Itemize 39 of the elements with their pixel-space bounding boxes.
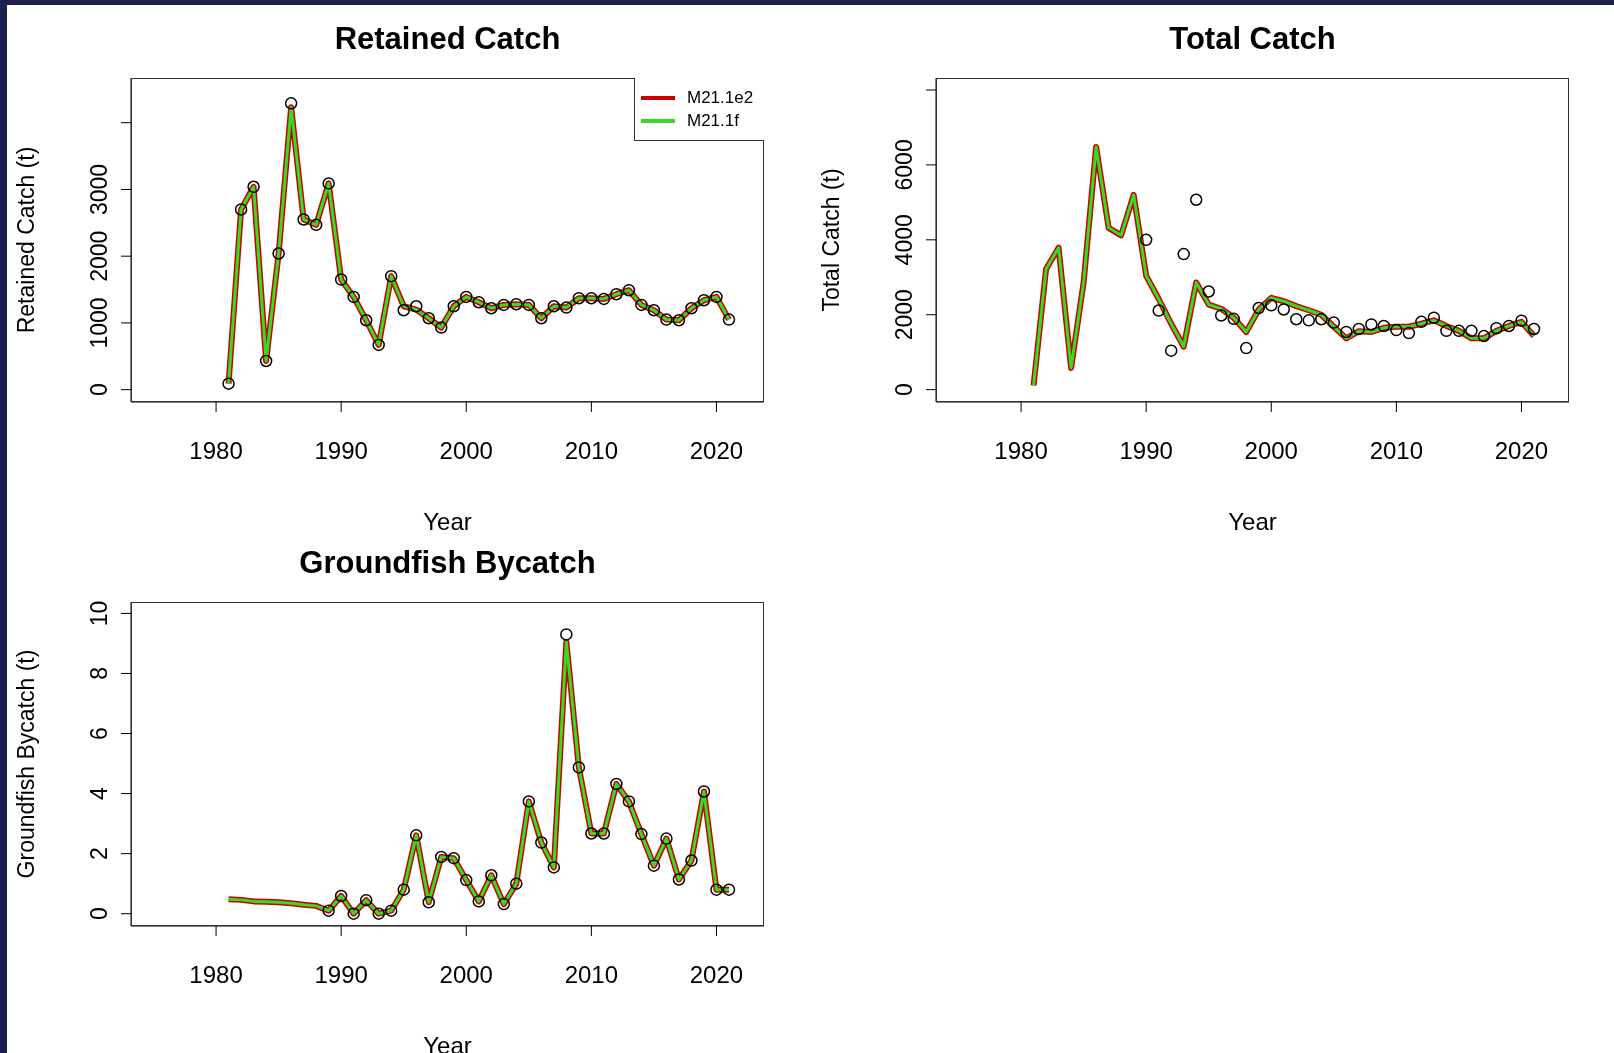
y-tick-label: 2000 (891, 289, 917, 341)
chart-title: Total Catch (1168, 20, 1337, 58)
x-tick-label: 2000 (1244, 437, 1298, 465)
legend-label: M21.1e2 (687, 87, 754, 108)
x-tick-label: 1980 (994, 437, 1048, 465)
y-tick-label: 8 (86, 667, 112, 680)
x-tick-label: 2020 (689, 437, 744, 465)
x-tick-label: 2000 (439, 961, 493, 989)
y-tick-label: 4000 (891, 214, 917, 266)
y-tick-label: 10 (86, 600, 112, 627)
y-tick-label: 1000 (86, 297, 112, 349)
x-axis-title: Year (1228, 508, 1277, 535)
x-tick-label: 2010 (1369, 437, 1424, 465)
y-tick-label: 2000 (86, 230, 112, 282)
y-axis-title: Total Catch (t) (818, 168, 845, 312)
x-tick-label: 2010 (564, 437, 619, 465)
x-tick-label: 2020 (1494, 437, 1549, 465)
y-tick-label: 6000 (891, 139, 917, 191)
x-tick-label: 1990 (314, 961, 368, 989)
y-tick-label: 2 (86, 847, 112, 861)
y-tick-label: 0 (86, 907, 112, 921)
x-tick-label: 1990 (314, 437, 368, 465)
y-axis-title: Retained Catch (t) (13, 146, 40, 334)
chart-title: Retained Catch (333, 20, 562, 58)
legend-label: M21.1f (687, 110, 739, 131)
y-tick-label: 4 (86, 786, 112, 800)
x-tick-label: 1980 (189, 961, 243, 989)
chart-title: Groundfish Bycatch (299, 545, 596, 580)
x-tick-label: 2000 (439, 437, 493, 465)
y-tick-label: 3000 (86, 163, 112, 216)
x-tick-label: 1990 (1119, 437, 1173, 465)
y-tick-label: 0 (86, 383, 112, 397)
x-tick-label: 2020 (689, 961, 744, 989)
x-tick-label: 2010 (564, 961, 619, 989)
y-axis-title: Groundfish Bycatch (t) (13, 649, 40, 879)
y-tick-label: 6 (86, 727, 112, 740)
x-axis-title: Year (423, 508, 472, 535)
y-tick-label: 0 (891, 383, 917, 397)
x-tick-label: 1980 (189, 437, 243, 465)
